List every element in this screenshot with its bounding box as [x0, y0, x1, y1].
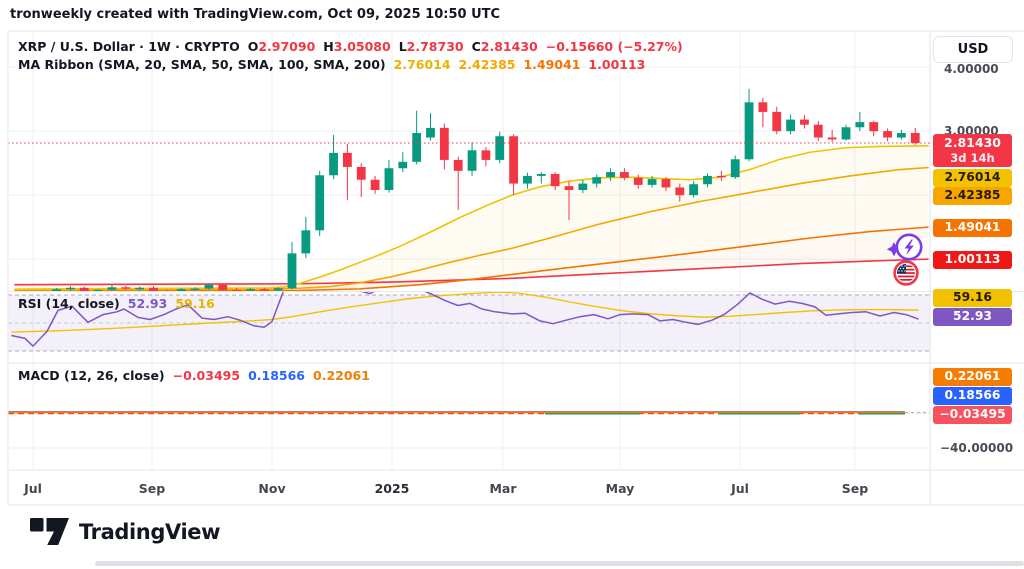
horizontal-scrollbar[interactable]	[95, 561, 1024, 566]
time-axis-label: Nov	[258, 481, 286, 496]
time-axis-label: May	[605, 481, 635, 496]
last-price-badge: 2.81430 3d 14h	[933, 134, 1012, 167]
macd-signal-value: 0.22061	[313, 368, 370, 383]
lightning-bolt-glyph	[904, 239, 914, 255]
macd-line-badge: 0.18566	[933, 387, 1012, 405]
change-value: −0.15660 (−5.27%)	[545, 39, 683, 54]
chart-stickers	[886, 233, 923, 286]
macd-label: MACD (12, 26, close)	[18, 368, 165, 383]
macd-signal-badge: 0.22061	[933, 368, 1012, 386]
macd-line-value: 0.18566	[248, 368, 305, 383]
tradingview-logo-mark	[30, 518, 69, 545]
ma-ribbon-label: MA Ribbon (SMA, 20, SMA, 50, SMA, 100, S…	[18, 57, 386, 72]
macd-axis-label-neg40: −40.00000	[940, 441, 1014, 455]
bar-countdown: 3d 14h	[950, 151, 995, 165]
last-price-value: 2.81430	[944, 135, 1001, 150]
rsi-ma-badge: 59.16	[933, 289, 1012, 307]
rsi-label: RSI (14, close)	[18, 296, 120, 311]
currency-toggle-button[interactable]: USD	[933, 36, 1013, 63]
ma-ribbon-legend-row[interactable]: MA Ribbon (SMA, 20, SMA, 50, SMA, 100, S…	[18, 57, 645, 72]
sma50-price-badge: 2.42385	[933, 187, 1012, 205]
time-axis-label: Sep	[841, 481, 869, 496]
rsi-value: 52.93	[127, 296, 168, 311]
rsi-value-badge: 52.93	[933, 308, 1012, 326]
ohlc-close: C2.81430	[471, 39, 538, 54]
symbol-legend-row[interactable]: XRP / U.S. Dollar · 1W · CRYPTO O2.97090…	[18, 39, 683, 54]
sma100-price-badge: 1.49041	[933, 219, 1012, 237]
macd-legend-row[interactable]: MACD (12, 26, close) −0.03495 0.18566 0.…	[18, 368, 370, 383]
us-flag-glyph	[897, 264, 915, 282]
rsi-ma-value: 59.16	[175, 296, 215, 311]
symbol-title: XRP / U.S. Dollar · 1W · CRYPTO	[18, 39, 240, 54]
page-title: tronweekly created with TradingView.com,…	[10, 7, 501, 22]
macd-hist-value: −0.03495	[172, 368, 241, 383]
ohlc-low: L2.78730	[398, 39, 464, 54]
time-axis-label: Jul	[731, 481, 749, 496]
time-axis-label: 2025	[374, 481, 410, 496]
price-axis-label-4: 4.00000	[944, 62, 999, 76]
ohlc-high: H3.05080	[323, 39, 391, 54]
tradingview-logo-text: TradingView	[79, 520, 221, 544]
ohlc-open: O2.97090	[247, 39, 316, 54]
time-axis-label: Mar	[489, 481, 517, 496]
macd-hist-badge: −0.03495	[933, 406, 1012, 424]
sma200-price-badge: 1.00113	[933, 251, 1012, 269]
sma200-value: 1.00113	[588, 57, 646, 72]
tradingview-logo[interactable]: TradingView	[30, 518, 220, 546]
time-axis-label: Jul	[24, 481, 42, 496]
sma50-value: 2.42385	[458, 57, 516, 72]
sma20-value: 2.76014	[393, 57, 451, 72]
spark-star-icon[interactable]	[886, 242, 902, 257]
rsi-legend-row[interactable]: RSI (14, close) 52.93 59.16	[18, 296, 215, 311]
sma100-value: 1.49041	[523, 57, 581, 72]
time-axis-label: Sep	[138, 481, 166, 496]
sma20-price-badge: 2.76014	[933, 169, 1012, 187]
